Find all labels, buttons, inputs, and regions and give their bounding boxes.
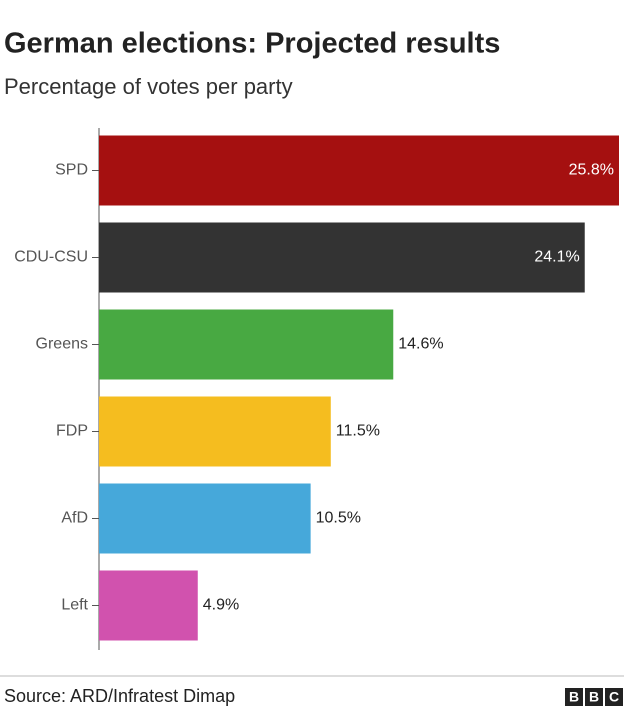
value-label: 11.5% <box>336 423 380 440</box>
category-label: AfD <box>61 510 88 527</box>
logo-box <box>605 688 623 706</box>
chart-subtitle: Percentage of votes per party <box>4 74 293 99</box>
bar <box>99 222 585 293</box>
category-label: SPD <box>55 162 88 179</box>
logo-letter: B <box>569 689 579 705</box>
logo-box <box>585 688 603 706</box>
logo-letter: B <box>589 689 599 705</box>
bar <box>99 396 331 467</box>
bar <box>99 309 394 380</box>
value-label: 10.5% <box>316 510 361 527</box>
chart-title: German elections: Projected results <box>4 28 500 60</box>
source: Source: ARD/Infratest Dimap <box>4 686 235 706</box>
value-label: 24.1% <box>534 249 579 266</box>
category-label: CDU-CSU <box>14 249 88 266</box>
value-label: 14.6% <box>398 336 443 353</box>
value-label: 4.9% <box>203 597 239 614</box>
logo-box <box>565 688 583 706</box>
bar <box>99 135 619 206</box>
category-label: Left <box>61 597 88 614</box>
bar <box>99 570 198 641</box>
value-label: 25.8% <box>569 162 614 179</box>
category-label: FDP <box>56 423 88 440</box>
logo-letter: C <box>609 689 619 705</box>
bar <box>99 483 311 554</box>
category-label: Greens <box>36 336 88 353</box>
